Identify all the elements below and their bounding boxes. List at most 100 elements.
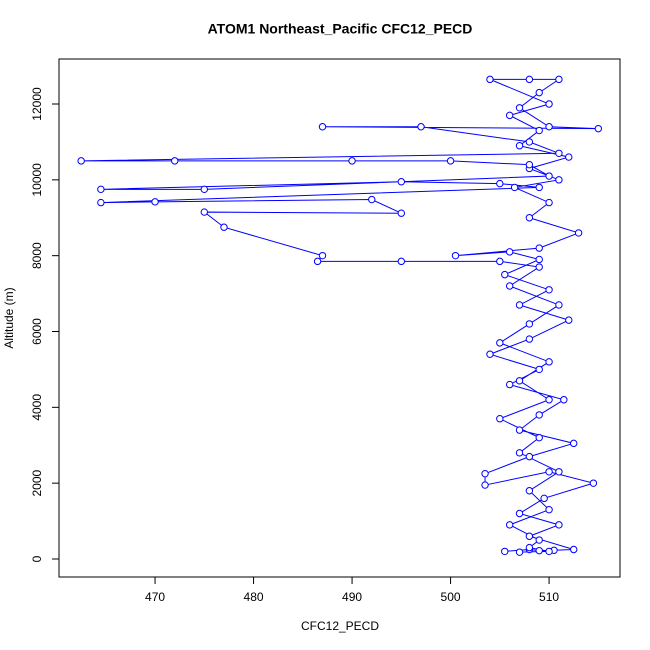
- data-point: [535, 536, 543, 544]
- y-axis-label: Altitude (m): [2, 287, 16, 348]
- data-point: [525, 543, 534, 552]
- y-tick-label: 10000: [30, 163, 44, 197]
- y-tick-label: 2000: [30, 469, 44, 496]
- data-point: [171, 157, 179, 165]
- data-point: [505, 282, 514, 290]
- data-point: [535, 411, 543, 419]
- data-point: [560, 396, 568, 404]
- data-point: [545, 358, 553, 366]
- data-point: [545, 506, 553, 514]
- y-tick-label: 4000: [30, 394, 44, 421]
- data-point: [481, 469, 489, 478]
- data-point: [574, 229, 583, 237]
- data-point: [496, 415, 504, 423]
- data-point: [200, 185, 208, 194]
- data-point: [486, 75, 494, 84]
- plot-frame: [58, 58, 621, 578]
- data-point: [505, 521, 514, 529]
- data-point: [535, 255, 543, 264]
- data-point: [318, 123, 327, 131]
- data-point: [481, 481, 489, 489]
- data-point: [545, 547, 553, 556]
- data-point: [97, 185, 105, 194]
- data-point: [496, 179, 504, 188]
- data-point: [535, 88, 543, 97]
- data-point: [525, 532, 534, 540]
- data-point: [515, 548, 524, 556]
- data-point: [525, 75, 534, 84]
- x-tick-label: 490: [342, 590, 362, 604]
- data-point: [540, 494, 548, 503]
- data-point: [555, 176, 563, 184]
- data-point: [515, 377, 524, 385]
- data-point: [451, 251, 460, 260]
- data-point: [510, 183, 519, 192]
- data-point: [545, 172, 553, 180]
- data-point: [151, 198, 159, 206]
- data-point: [525, 138, 534, 146]
- data-point: [535, 183, 543, 192]
- data-point: [565, 153, 573, 161]
- data-point: [545, 468, 553, 476]
- data-line: [81, 78, 599, 553]
- data-point: [515, 509, 524, 518]
- data-point: [555, 521, 563, 529]
- data-point: [535, 244, 543, 252]
- y-tick-label: 12000: [30, 87, 44, 121]
- data-point: [515, 301, 524, 309]
- data-point: [501, 270, 509, 279]
- x-axis-label: CFC12_PECD: [301, 619, 379, 633]
- data-point: [97, 198, 105, 207]
- data-point: [535, 263, 543, 271]
- data-point: [555, 301, 563, 309]
- data-point: [368, 195, 376, 204]
- data-point: [535, 546, 543, 555]
- data-point: [570, 545, 578, 554]
- data-point: [515, 104, 524, 112]
- y-tick-label: 8000: [30, 242, 44, 269]
- data-point: [486, 350, 494, 358]
- x-tick-label: 470: [145, 590, 165, 604]
- chart-title: ATOM1 Northeast_Pacific CFC12_PECD: [208, 21, 473, 37]
- data-point: [555, 149, 563, 157]
- data-point: [397, 209, 406, 217]
- data-point: [525, 214, 534, 222]
- x-tick-label: 510: [539, 590, 559, 604]
- data-point: [496, 339, 504, 347]
- data-point: [545, 100, 553, 108]
- data-point: [515, 449, 524, 457]
- data-point: [348, 157, 356, 165]
- data-point: [535, 126, 543, 135]
- data-point: [555, 468, 563, 476]
- data-point: [535, 365, 543, 374]
- data-point: [525, 320, 534, 328]
- data-point: [555, 75, 563, 84]
- data-point: [417, 123, 425, 131]
- data-point: [77, 157, 85, 165]
- data-point: [501, 547, 509, 556]
- data-point: [525, 160, 534, 169]
- data-point: [589, 479, 598, 487]
- data-point: [525, 487, 534, 495]
- x-tick-label: 480: [244, 590, 264, 604]
- data-point: [397, 178, 406, 186]
- data-point: [525, 335, 534, 343]
- data-point: [200, 208, 208, 216]
- data-point: [313, 257, 322, 266]
- data-point: [505, 111, 514, 120]
- data-point: [220, 223, 228, 231]
- data-point: [535, 433, 543, 442]
- data-point: [515, 142, 524, 150]
- y-tick-label: 0: [30, 555, 44, 562]
- y-tick-label: 6000: [30, 318, 44, 345]
- data-point: [565, 316, 573, 324]
- data-point: [496, 257, 504, 266]
- data-point: [545, 198, 553, 207]
- x-tick-label: 500: [441, 590, 461, 604]
- data-point: [505, 248, 514, 256]
- data-point: [318, 251, 327, 260]
- data-point: [515, 426, 524, 434]
- data-point: [446, 157, 455, 165]
- data-point: [594, 124, 603, 133]
